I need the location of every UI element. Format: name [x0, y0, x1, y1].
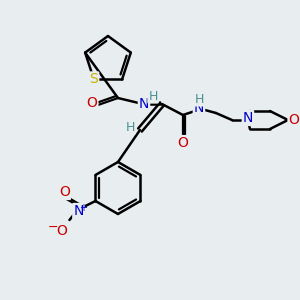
Text: +: +	[80, 203, 88, 213]
Text: S: S	[89, 72, 98, 86]
Text: O: O	[59, 185, 70, 199]
Text: H: H	[148, 89, 158, 103]
Text: N: N	[194, 101, 204, 115]
Text: O: O	[86, 96, 98, 110]
Text: H: H	[125, 121, 135, 134]
Text: H: H	[194, 92, 204, 106]
Text: N: N	[243, 111, 253, 125]
Text: O: O	[56, 224, 67, 238]
Text: O: O	[289, 113, 299, 127]
Text: N: N	[139, 97, 149, 111]
Text: N: N	[73, 204, 84, 218]
Text: O: O	[178, 136, 188, 150]
Text: −: −	[47, 220, 58, 233]
